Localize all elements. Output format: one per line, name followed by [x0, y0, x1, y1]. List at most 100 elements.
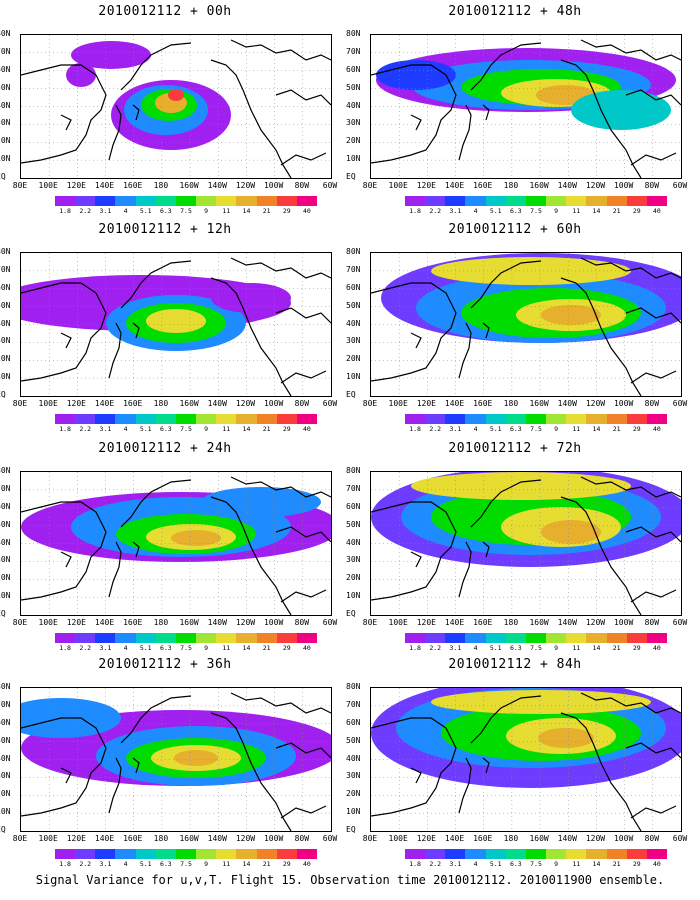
y-tick-label: 40N — [0, 100, 11, 110]
x-axis-labels: 80E 100E 120E 140E 160E 180 160W 140W 120W 100W 80… — [363, 399, 687, 411]
coastline — [458, 322, 472, 379]
colorbar-label: 11 — [222, 425, 231, 433]
colorbar-swatch — [465, 414, 486, 424]
x-tick-label: 160E — [473, 618, 493, 627]
x-tick-label: 120W — [585, 181, 606, 190]
x-tick-label: 120E — [66, 618, 86, 627]
x-axis-labels: 80E 100E 120E 140E 160E 180 160W 140W 120W 100W 80… — [13, 618, 337, 630]
colorbar-swatch — [256, 196, 277, 206]
x-tick-label: 140E — [94, 181, 115, 190]
x-tick-label: 140E — [94, 618, 115, 627]
coastline — [630, 152, 677, 166]
colorbar-swatch — [525, 414, 547, 424]
x-tick-label: 140W — [557, 399, 577, 408]
y-tick-label: 20N — [0, 573, 11, 583]
coastline — [470, 260, 542, 309]
panel-title: 2010012112 + 48h — [448, 4, 582, 19]
coastline — [132, 322, 140, 339]
coastline — [470, 695, 542, 744]
colorbar-labels: 1.8 2.2 3.1 4 5.1 6.3 7.5 9 11 14 21 29 40 — [55, 425, 317, 435]
colorbar-swatch — [465, 633, 486, 643]
y-tick-label: EQ — [346, 390, 356, 399]
y-tick-label: 70N — [0, 699, 11, 709]
x-tick-label: 120E — [66, 834, 86, 843]
colorbar-swatch — [115, 633, 136, 643]
x-tick-label: 140W — [207, 181, 227, 190]
x-tick-label: 120W — [235, 181, 256, 190]
coastline — [108, 322, 122, 379]
variance-contour — [541, 305, 601, 325]
x-tick-label: 160W — [529, 834, 549, 843]
x-tick-label: 100W — [613, 834, 634, 843]
x-tick-label: 120E — [416, 181, 436, 190]
colorbar-swatch — [546, 633, 567, 643]
colorbar-swatch — [55, 196, 76, 206]
colorbar-label: 29 — [282, 425, 291, 433]
y-tick-label: 60N — [346, 717, 361, 727]
variance-contour — [146, 309, 206, 333]
colorbar-label: 6.3 — [159, 425, 172, 433]
y-tick-label: 70N — [0, 483, 11, 493]
y-tick-label: 80N — [346, 466, 361, 475]
x-tick-label: 80E — [12, 399, 28, 408]
colorbar-swatch — [505, 196, 526, 206]
y-tick-label: 60N — [346, 501, 361, 511]
colorbar-label: 29 — [632, 207, 641, 215]
colorbar-swatch — [445, 849, 466, 859]
x-tick-label: 140E — [444, 181, 465, 190]
y-tick-label: 40N — [346, 753, 361, 763]
coastline — [210, 712, 292, 831]
y-tick-label: 30N — [346, 771, 361, 781]
x-tick-label: 60W — [672, 399, 688, 408]
x-tick-label: 140W — [557, 834, 577, 843]
x-tick-label: 180 — [153, 181, 169, 190]
colorbar-swatch — [256, 633, 277, 643]
coastline — [560, 277, 642, 396]
colorbar-labels: 1.8 2.2 3.1 4 5.1 6.3 7.5 9 11 14 21 29 40 — [405, 207, 667, 217]
colorbar-label: 9 — [204, 860, 209, 868]
colorbar-label: 1.8 — [59, 207, 71, 215]
map-panel: 2010012112 + 12h EQ 10N 20N 30N 40N 50N 60N 70N 8… — [0, 222, 337, 440]
variance-contour — [411, 472, 631, 500]
colorbar-label: 21 — [612, 644, 621, 652]
map-panel: 2010012112 + 36h EQ 10N 20N 30N 40N 50N 60N 70N 8… — [0, 657, 337, 875]
colorbar-label: 14 — [242, 425, 251, 433]
colorbar-swatch — [135, 196, 156, 206]
colorbar-swatch — [196, 196, 217, 206]
y-tick-label: 30N — [0, 118, 11, 128]
colorbar-label: 9 — [554, 425, 559, 433]
x-axis-labels: 80E 100E 120E 140E 160E 180 160W 140W 120W 100W 80… — [13, 181, 337, 193]
coastline — [120, 695, 192, 744]
x-tick-label: 160E — [123, 181, 143, 190]
colorbar-swatch — [75, 633, 96, 643]
colorbar-swatch — [296, 414, 318, 424]
coastline — [482, 104, 490, 121]
colorbar-label: 21 — [262, 207, 271, 215]
y-tick-label: 60N — [0, 501, 11, 511]
colorbar-label: 5.1 — [489, 207, 502, 215]
colorbar-label: 29 — [632, 425, 641, 433]
x-tick-label: 100W — [613, 181, 634, 190]
x-tick-label: 140W — [557, 181, 577, 190]
x-tick-label: 120W — [585, 618, 606, 627]
colorbar-label: 4 — [123, 644, 128, 652]
x-tick-label: 120E — [416, 399, 436, 408]
coastline — [580, 39, 681, 61]
colorbar-label: 1.8 — [409, 425, 421, 433]
colorbar-label: 40 — [653, 644, 661, 652]
coastline — [371, 717, 457, 817]
colorbar-swatch — [196, 633, 217, 643]
variance-contour — [174, 750, 218, 766]
y-tick-label: 60N — [346, 282, 361, 292]
y-tick-label: EQ — [0, 825, 6, 834]
colorbar-label: 21 — [612, 425, 621, 433]
coastline — [371, 501, 457, 601]
panel-title: 2010012112 + 24h — [98, 441, 232, 456]
coastline — [120, 42, 192, 91]
variance-contour — [571, 90, 671, 130]
variance-contour — [431, 690, 651, 714]
colorbar-label: 7.5 — [530, 860, 542, 868]
variance-map — [21, 472, 331, 615]
colorbar-swatch — [586, 196, 607, 206]
coastline — [132, 541, 140, 558]
